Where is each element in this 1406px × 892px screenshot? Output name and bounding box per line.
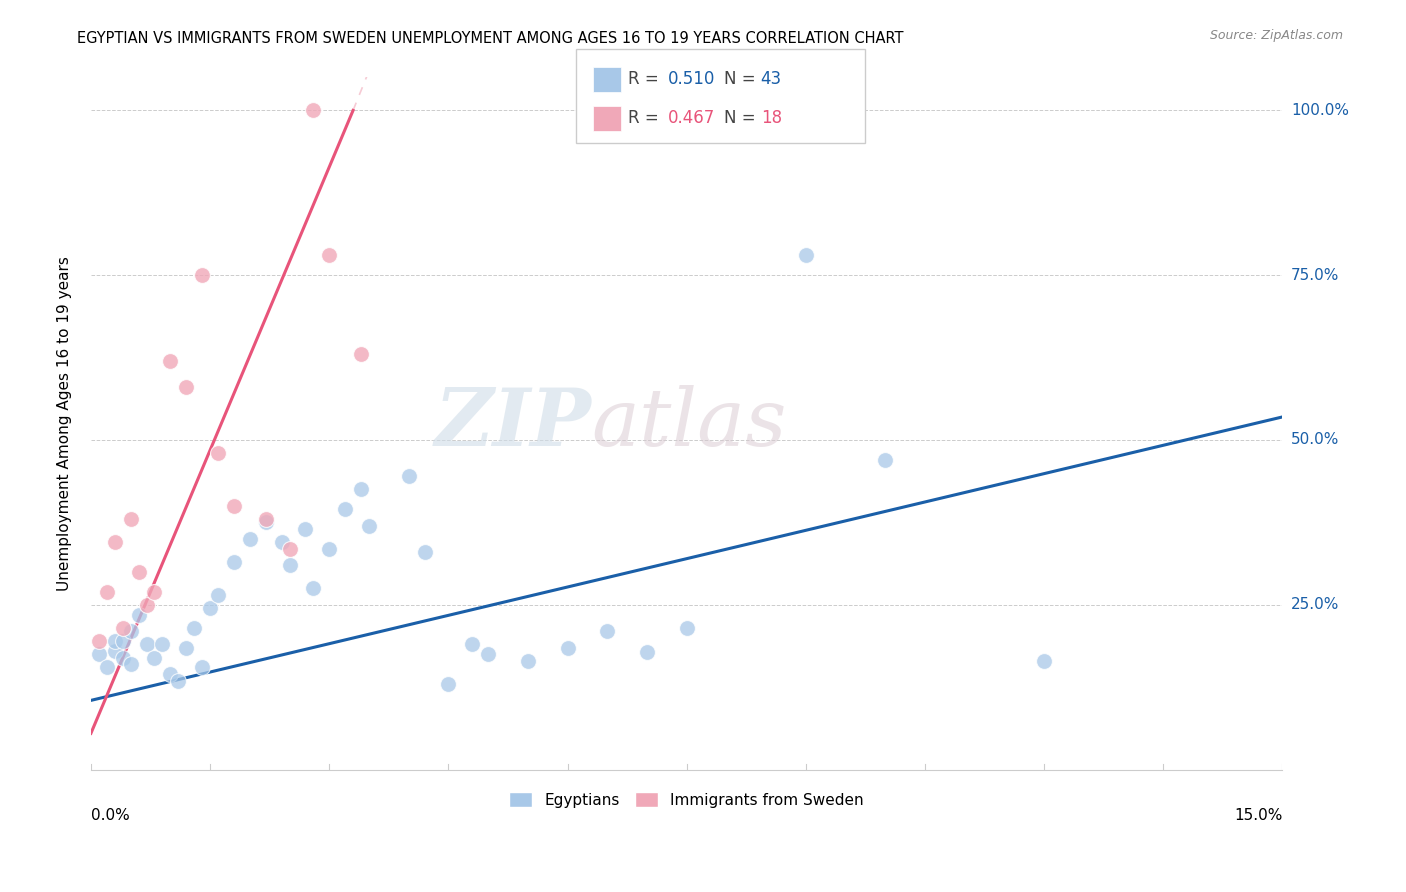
Text: 18: 18 <box>761 109 782 127</box>
Point <box>128 607 150 622</box>
Text: EGYPTIAN VS IMMIGRANTS FROM SWEDEN UNEMPLOYMENT AMONG AGES 16 TO 19 YEARS CORREL: EGYPTIAN VS IMMIGRANTS FROM SWEDEN UNEMP… <box>77 31 904 46</box>
Point <box>302 582 325 596</box>
Point <box>278 541 301 556</box>
Point <box>636 645 658 659</box>
Point <box>557 640 579 655</box>
Point <box>437 677 460 691</box>
Point <box>96 660 118 674</box>
Point <box>461 637 484 651</box>
Text: 0.467: 0.467 <box>668 109 716 127</box>
Point <box>270 535 292 549</box>
Point <box>111 650 134 665</box>
Point <box>318 541 340 556</box>
Y-axis label: Unemployment Among Ages 16 to 19 years: Unemployment Among Ages 16 to 19 years <box>58 256 72 591</box>
Text: 15.0%: 15.0% <box>1234 808 1282 823</box>
Point <box>152 637 174 651</box>
Point <box>174 640 197 655</box>
Point <box>191 660 214 674</box>
Point <box>111 621 134 635</box>
Point <box>135 637 157 651</box>
Point <box>198 601 221 615</box>
Text: 43: 43 <box>761 70 782 87</box>
Point <box>794 248 817 262</box>
Text: N =: N = <box>724 70 761 87</box>
Text: 0.510: 0.510 <box>668 70 716 87</box>
Point <box>398 469 420 483</box>
Point <box>207 588 229 602</box>
Text: 100.0%: 100.0% <box>1291 103 1348 118</box>
Point <box>596 624 619 639</box>
Point <box>350 483 373 497</box>
Point <box>120 624 142 639</box>
Text: 25.0%: 25.0% <box>1291 598 1339 612</box>
Text: N =: N = <box>724 109 761 127</box>
Point <box>294 522 316 536</box>
Point <box>143 650 166 665</box>
Point <box>159 354 181 368</box>
Point <box>350 347 373 361</box>
Point <box>222 555 245 569</box>
Text: 75.0%: 75.0% <box>1291 268 1339 283</box>
Point <box>516 654 538 668</box>
Point <box>207 446 229 460</box>
Point <box>167 673 190 688</box>
Point <box>302 103 325 118</box>
Point <box>191 268 214 283</box>
Text: ZIP: ZIP <box>434 384 592 462</box>
Point <box>174 380 197 394</box>
Point <box>120 512 142 526</box>
Point <box>159 667 181 681</box>
Point <box>357 518 380 533</box>
Legend: Egyptians, Immigrants from Sweden: Egyptians, Immigrants from Sweden <box>503 786 870 814</box>
Text: 0.0%: 0.0% <box>91 808 129 823</box>
Point <box>87 647 110 661</box>
Point <box>87 634 110 648</box>
Point <box>333 502 356 516</box>
Point <box>413 545 436 559</box>
Point <box>254 516 277 530</box>
Point <box>675 621 697 635</box>
Point <box>104 634 127 648</box>
Text: R =: R = <box>628 70 665 87</box>
Point <box>96 584 118 599</box>
Point <box>183 621 205 635</box>
Point <box>104 535 127 549</box>
Point <box>477 647 499 661</box>
Point <box>1033 654 1056 668</box>
Point <box>222 499 245 513</box>
Point <box>111 634 134 648</box>
Point <box>875 452 897 467</box>
Point <box>135 598 157 612</box>
Point <box>120 657 142 672</box>
Point <box>278 558 301 573</box>
Point <box>104 644 127 658</box>
Text: R =: R = <box>628 109 665 127</box>
Text: atlas: atlas <box>592 384 787 462</box>
Text: 50.0%: 50.0% <box>1291 433 1339 448</box>
Text: Source: ZipAtlas.com: Source: ZipAtlas.com <box>1209 29 1343 42</box>
Point <box>128 565 150 579</box>
Point <box>318 248 340 262</box>
Point <box>239 532 262 546</box>
Point <box>143 584 166 599</box>
Point <box>254 512 277 526</box>
